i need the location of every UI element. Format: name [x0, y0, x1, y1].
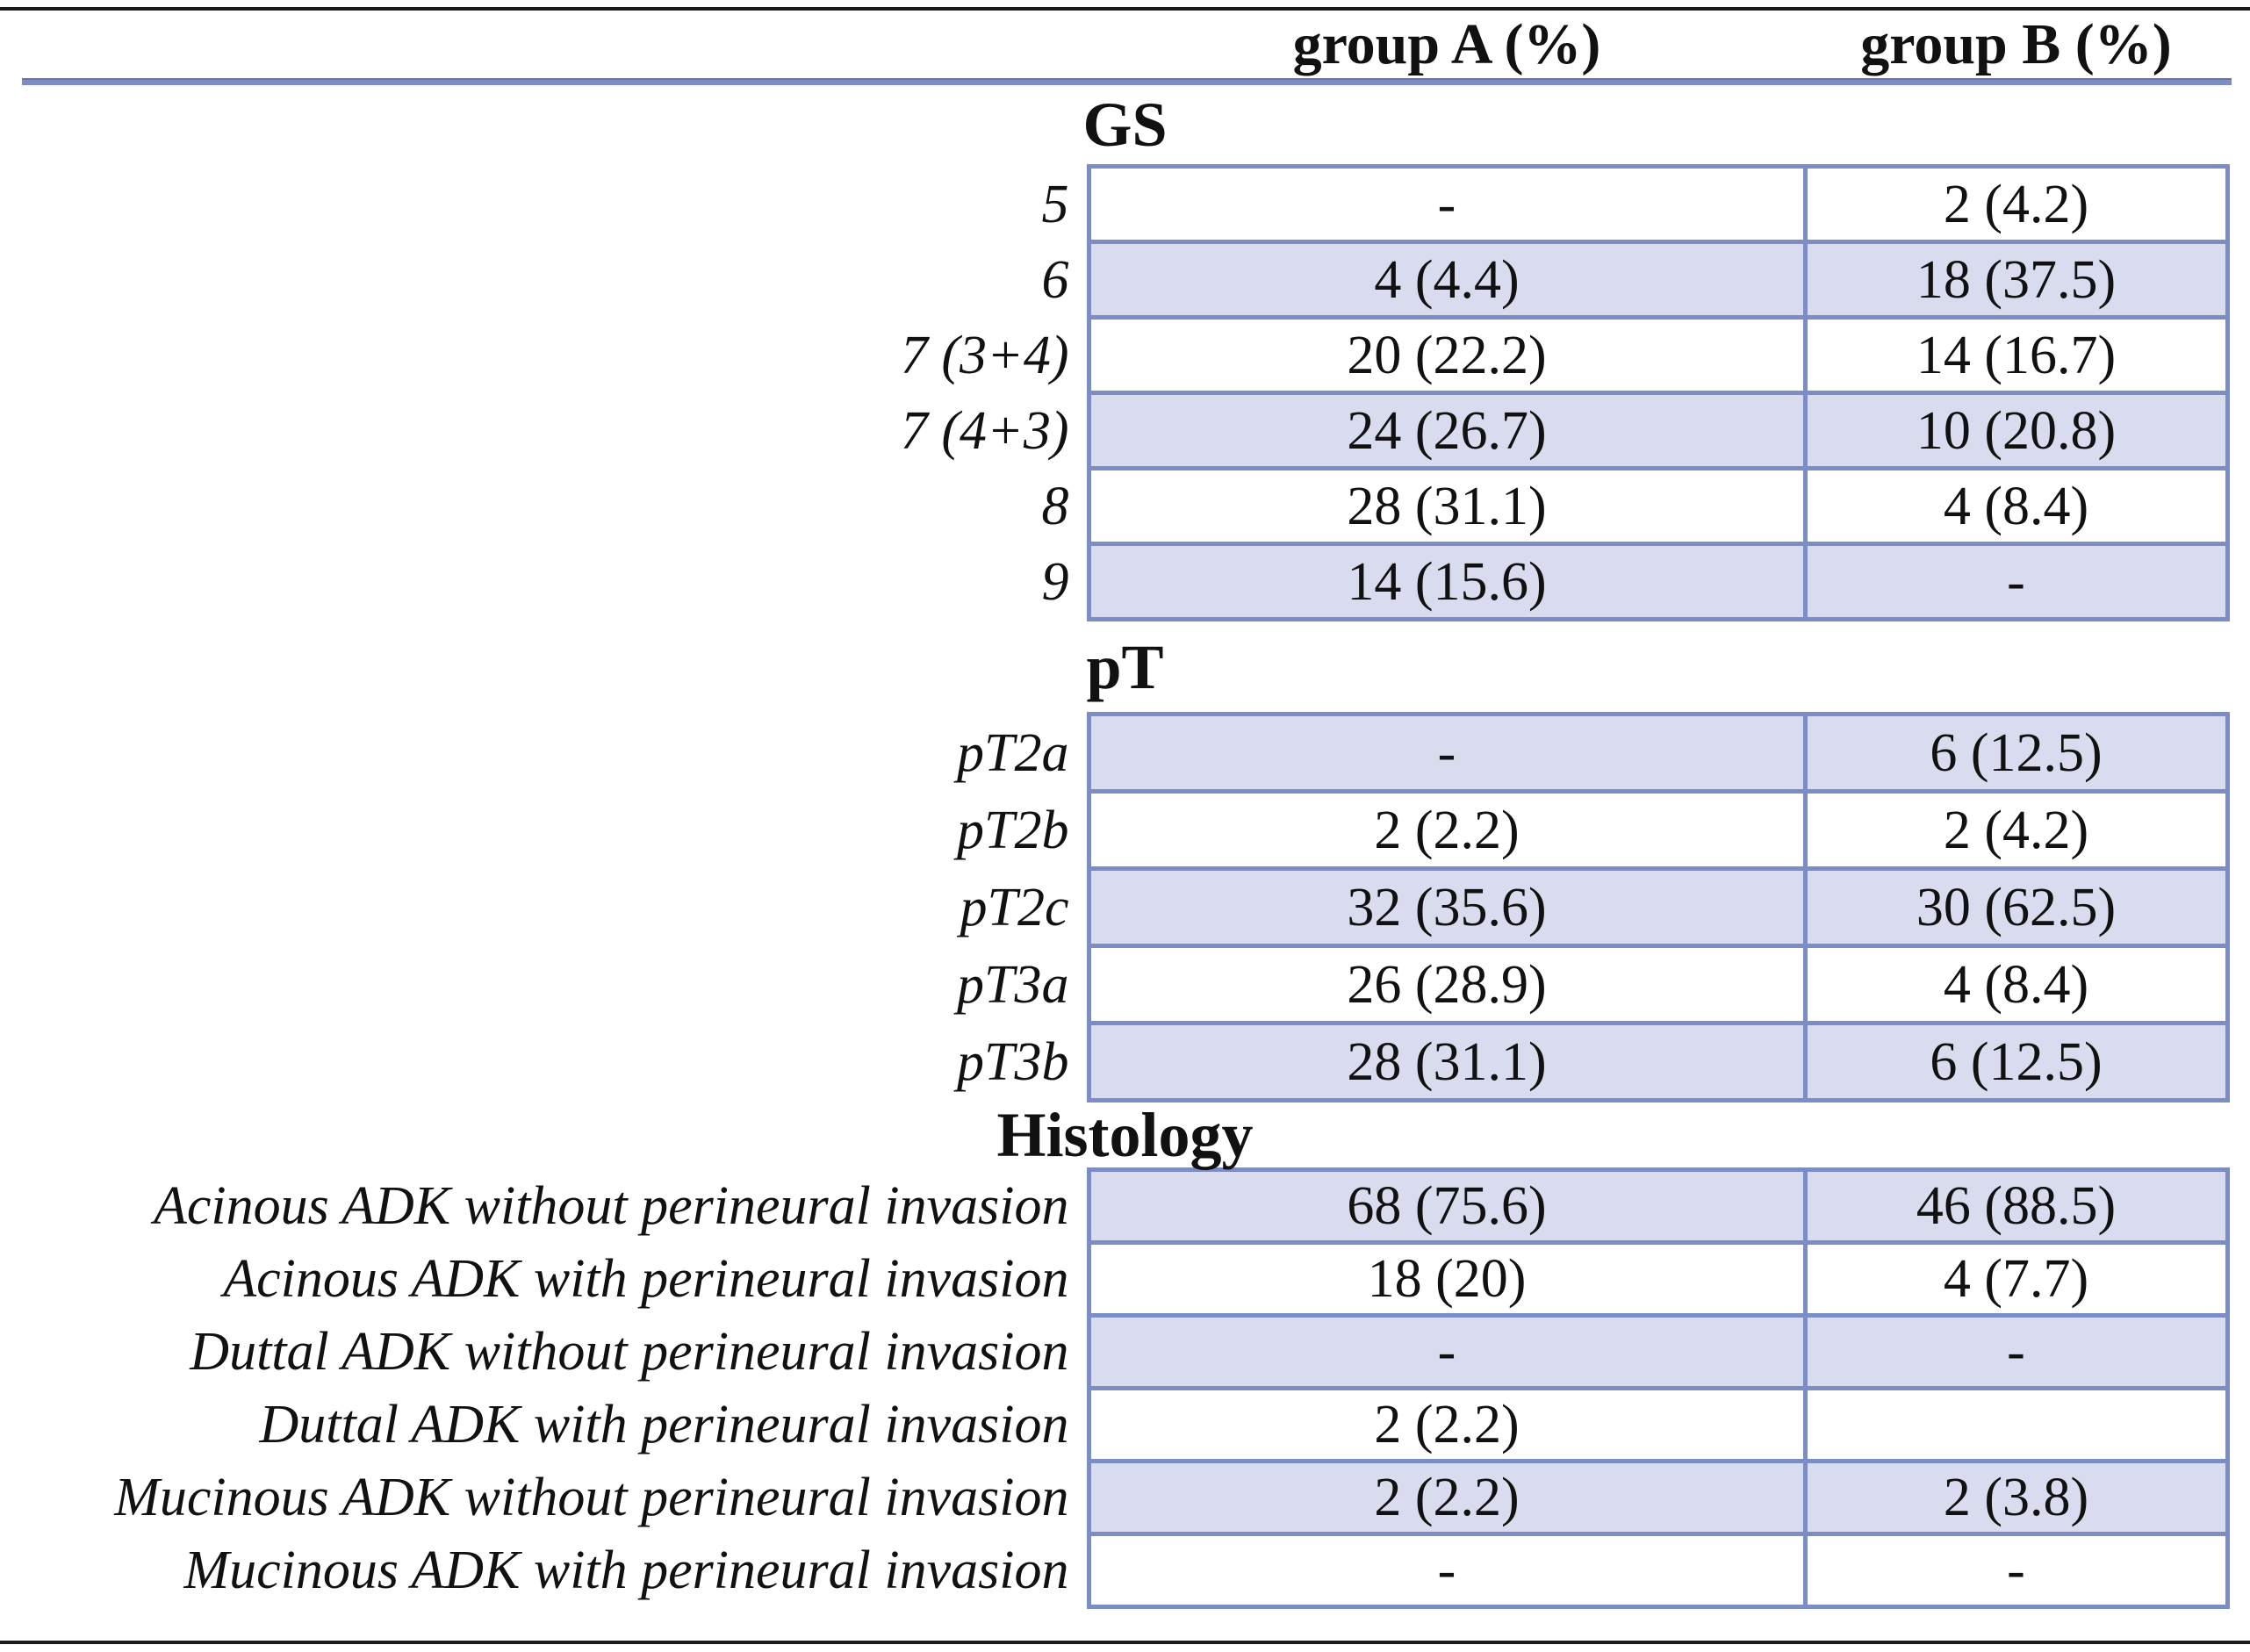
cell-gs-7-3-4-group-b: 14 (16.7) [1802, 315, 2230, 395]
cell-gs-7-4-3-group-a: 24 (26.7) [1086, 391, 1808, 470]
figure-top-rule [0, 7, 2250, 11]
figure-bottom-rule [0, 1641, 2250, 1644]
section-title-pt: pT [1086, 631, 1164, 702]
row-label-acinous-with: Acinous ADK with perineural invasion [223, 1249, 1069, 1309]
table-row: pT2b 2 (2.2) 2 (4.2) [0, 789, 2230, 871]
table-row: 7 (3+4) 20 (22.2) 14 (16.7) [0, 315, 2230, 395]
cell-acinous-with-group-b: 4 (7.7) [1802, 1240, 2230, 1318]
cell-pt3b-group-a: 28 (31.1) [1086, 1021, 1808, 1103]
table-row: pT2a - 6 (12.5) [0, 712, 2230, 794]
cell-gs-9-group-a: 14 (15.6) [1086, 542, 1808, 621]
cell-duttal-with-group-b [1802, 1386, 2230, 1463]
header-group-a: group A (%) [1292, 11, 1601, 76]
cell-pt3a-group-a: 26 (28.9) [1086, 944, 1808, 1025]
header-group-b: group B (%) [1860, 11, 2172, 76]
row-label-mucinous-with: Mucinous ADK with perineural invasion [183, 1541, 1069, 1600]
cell-pt3b-group-b: 6 (12.5) [1802, 1021, 2230, 1103]
row-label-acinous-without: Acinous ADK without perineural invasion [154, 1176, 1069, 1236]
row-label-pt2c: pT2c [960, 877, 1069, 937]
row-label-gs-7-3-4: 7 (3+4) [900, 325, 1069, 385]
cell-pt2b-group-a: 2 (2.2) [1086, 789, 1808, 871]
cell-gs-6-group-a: 4 (4.4) [1086, 240, 1808, 320]
cell-gs-7-3-4-group-a: 20 (22.2) [1086, 315, 1808, 395]
cell-pt2c-group-b: 30 (62.5) [1802, 866, 2230, 948]
cell-gs-6-group-b: 18 (37.5) [1802, 240, 2230, 320]
row-label-gs-7-4-3: 7 (4+3) [900, 400, 1069, 461]
cell-mucinous-without-group-a: 2 (2.2) [1086, 1459, 1808, 1536]
table-row: Duttal ADK without perineural invasion -… [0, 1313, 2230, 1390]
table-row: Acinous ADK without perineural invasion … [0, 1167, 2230, 1245]
cell-pt2a-group-b: 6 (12.5) [1802, 712, 2230, 794]
table-row: Mucinous ADK without perineural invasion… [0, 1459, 2230, 1536]
cell-gs-5-group-a: - [1086, 164, 1808, 244]
row-label-pt3a: pT3a [957, 954, 1069, 1015]
gs-table: 5 - 2 (4.2) 6 4 (4.4) 18 (37.5) 7 (3+4) … [0, 164, 2230, 621]
column-header-row: group A (%) group B (%) [0, 11, 2227, 78]
cell-duttal-without-group-a: - [1086, 1313, 1808, 1390]
cell-pt2b-group-b: 2 (4.2) [1802, 789, 2230, 871]
header-divider-rule [22, 78, 2232, 85]
cell-gs-5-group-b: 2 (4.2) [1802, 164, 2230, 244]
cell-duttal-without-group-b: - [1802, 1313, 2230, 1390]
cell-acinous-with-group-a: 18 (20) [1086, 1240, 1808, 1318]
pt-table: pT2a - 6 (12.5) pT2b 2 (2.2) 2 (4.2) pT2… [0, 712, 2230, 1103]
row-label-gs-6: 6 [1041, 249, 1069, 310]
table-row: Duttal ADK with perineural invasion 2 (2… [0, 1386, 2230, 1463]
table-row: 5 - 2 (4.2) [0, 164, 2230, 244]
cell-gs-8-group-b: 4 (8.4) [1802, 466, 2230, 546]
row-label-mucinous-without: Mucinous ADK without perineural invasion [114, 1468, 1069, 1527]
row-label-pt3b: pT3b [957, 1031, 1069, 1092]
row-label-duttal-without: Duttal ADK without perineural invasion [190, 1322, 1069, 1382]
row-label-gs-5: 5 [1041, 174, 1069, 234]
row-label-gs-8: 8 [1041, 476, 1069, 536]
cell-mucinous-with-group-a: - [1086, 1532, 1808, 1609]
table-row: 8 28 (31.1) 4 (8.4) [0, 466, 2230, 546]
cell-mucinous-with-group-b: - [1802, 1532, 2230, 1609]
row-label-gs-9: 9 [1041, 551, 1069, 612]
cell-gs-7-4-3-group-b: 10 (20.8) [1802, 391, 2230, 470]
cell-acinous-without-group-a: 68 (75.6) [1086, 1167, 1808, 1245]
cell-pt2c-group-a: 32 (35.6) [1086, 866, 1808, 948]
table-row: pT3a 26 (28.9) 4 (8.4) [0, 944, 2230, 1025]
table-row: 6 4 (4.4) 18 (37.5) [0, 240, 2230, 320]
histology-table: Acinous ADK without perineural invasion … [0, 1167, 2230, 1609]
table-row: pT2c 32 (35.6) 30 (62.5) [0, 866, 2230, 948]
row-label-pt2a: pT2a [957, 722, 1069, 783]
cell-pt3a-group-b: 4 (8.4) [1802, 944, 2230, 1025]
cell-mucinous-without-group-b: 2 (3.8) [1802, 1459, 2230, 1536]
table-row: 9 14 (15.6) - [0, 542, 2230, 621]
row-label-duttal-with: Duttal ADK with perineural invasion [259, 1395, 1069, 1454]
row-label-pt2b: pT2b [957, 800, 1069, 860]
cell-gs-9-group-b: - [1802, 542, 2230, 621]
cell-pt2a-group-a: - [1086, 712, 1808, 794]
table-row: Mucinous ADK with perineural invasion - … [0, 1532, 2230, 1609]
table-row: 7 (4+3) 24 (26.7) 10 (20.8) [0, 391, 2230, 470]
cell-duttal-with-group-a: 2 (2.2) [1086, 1386, 1808, 1463]
cell-gs-8-group-a: 28 (31.1) [1086, 466, 1808, 546]
cell-acinous-without-group-b: 46 (88.5) [1802, 1167, 2230, 1245]
table-row: pT3b 28 (31.1) 6 (12.5) [0, 1021, 2230, 1103]
section-title-histology: Histology [996, 1100, 1254, 1170]
table-row: Acinous ADK with perineural invasion 18 … [0, 1240, 2230, 1318]
section-title-gs: GS [1082, 90, 1168, 160]
